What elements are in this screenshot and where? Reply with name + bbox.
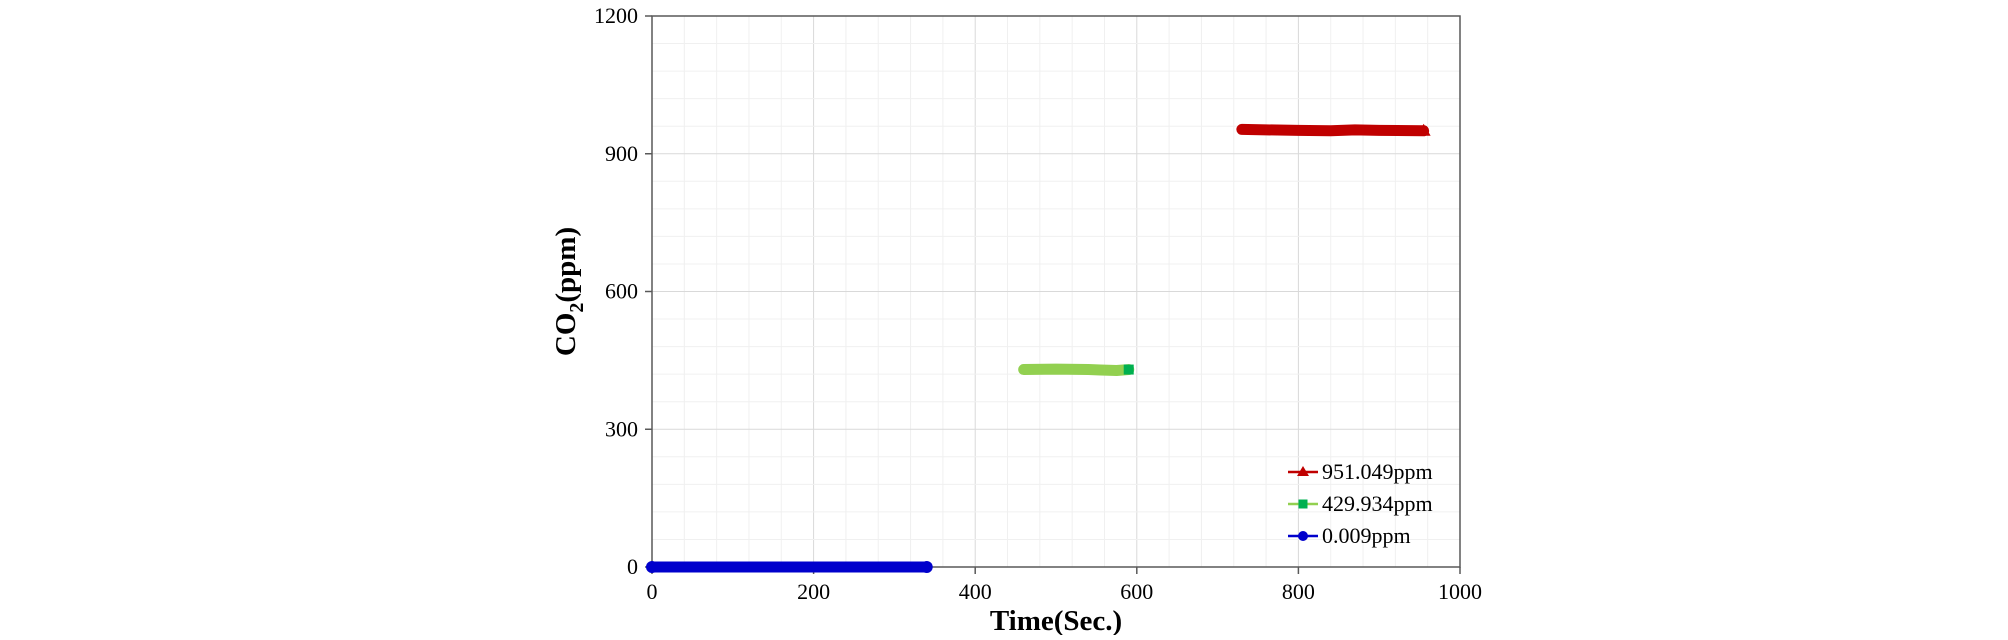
legend-entry: 429.934ppm (1288, 491, 1433, 516)
legend-entry: 0.009ppm (1288, 523, 1411, 548)
grid (651, 15, 1461, 568)
series-0.009ppm (646, 560, 933, 573)
legend-label: 0.009ppm (1322, 523, 1411, 548)
y-tick-label: 300 (605, 416, 638, 441)
legend-circle-marker (1298, 531, 1308, 541)
axis-ticks: 0 200 400 600 800 1000 0 300 600 900 1200 (594, 3, 1482, 604)
y-tick-label: 900 (605, 141, 638, 166)
y-axis-title-main: CO (550, 313, 582, 357)
y-axis-title: CO2(ppm) (550, 227, 588, 356)
legend-entry: 951.049ppm (1288, 459, 1433, 484)
y-axis-title-subscript: 2 (566, 303, 588, 313)
y-tick-label: 600 (605, 279, 638, 304)
legend-label: 951.049ppm (1322, 459, 1433, 484)
x-tick-label: 200 (797, 579, 830, 604)
legend-label: 429.934ppm (1322, 491, 1433, 516)
y-tick-label: 1200 (594, 3, 638, 28)
series-point-marker (1123, 364, 1134, 375)
series-point-marker (1416, 123, 1431, 136)
x-tick-label: 400 (959, 579, 992, 604)
series-point-marker (646, 560, 658, 573)
y-tick-label: 0 (627, 554, 638, 579)
x-tick-label: 600 (1120, 579, 1153, 604)
x-tick-label: 800 (1282, 579, 1315, 604)
series-line (1018, 363, 1135, 376)
legend-triangle-marker (1297, 466, 1309, 476)
legend: 951.049ppm 429.934ppm 0.009ppm (1288, 459, 1433, 548)
series-951.049ppm (1236, 123, 1431, 137)
y-axis-title-unit: (ppm) (550, 227, 582, 303)
x-tick-label: 0 (647, 579, 658, 604)
x-axis-title: Time(Sec.) (990, 605, 1122, 635)
series-429.934ppm (1018, 363, 1135, 376)
legend-square-marker (1298, 499, 1308, 509)
series-line (1236, 123, 1430, 137)
series-group (646, 123, 1431, 573)
x-tick-label: 1000 (1438, 579, 1482, 604)
series-point-marker (920, 560, 933, 573)
